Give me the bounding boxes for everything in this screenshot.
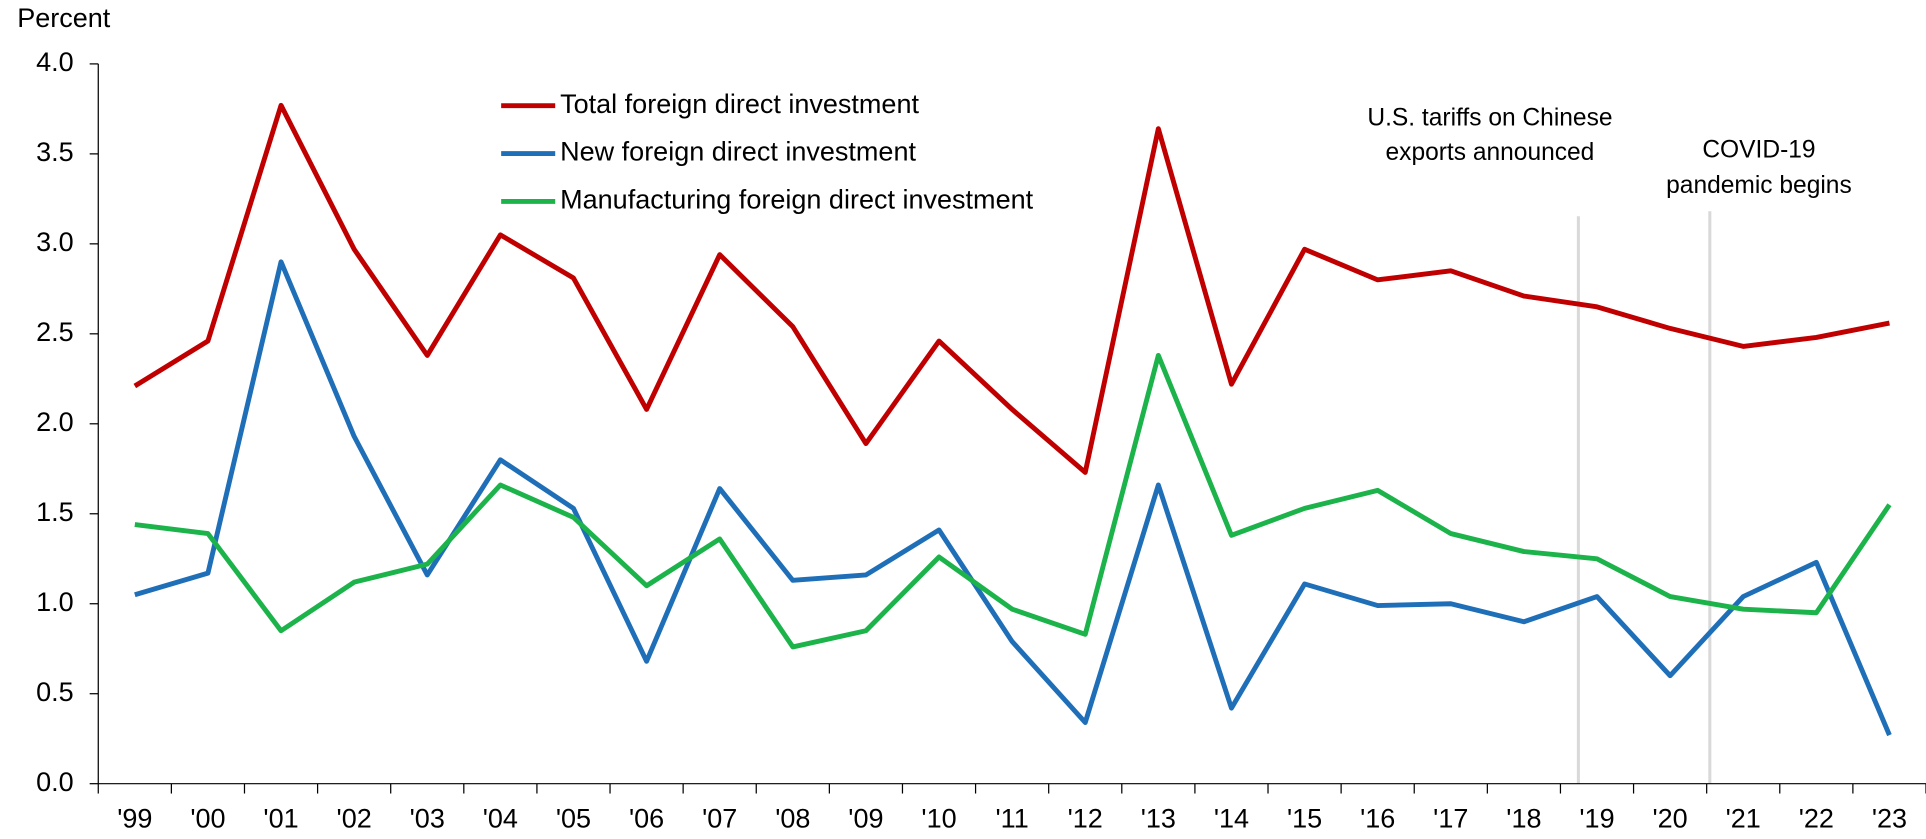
y-tick-label: 1.0: [36, 587, 74, 617]
x-tick-label: '08: [775, 804, 810, 834]
y-tick-label: 2.0: [36, 407, 74, 437]
x-tick-label: '11: [996, 804, 1029, 834]
annotation: U.S. tariffs on Chinese: [1367, 105, 1612, 132]
series-line: [134, 352, 1892, 650]
series-line: [134, 259, 1892, 737]
annotation: COVID-19: [1702, 137, 1815, 164]
x-tick-label: '20: [1653, 804, 1688, 834]
legend-label: New foreign direct investment: [560, 137, 916, 167]
y-tick-label: 0.0: [36, 767, 74, 797]
x-tick-label: '13: [1141, 804, 1176, 834]
x-tick-label: '00: [190, 804, 225, 834]
x-tick-label: '18: [1506, 804, 1541, 834]
y-tick-label: 1.5: [36, 497, 74, 527]
y-tick-label: 0.5: [36, 677, 74, 707]
y-tick-label: 2.5: [36, 317, 74, 347]
x-tick-label: '06: [629, 804, 664, 834]
x-tick-label: '09: [848, 804, 883, 834]
x-tick-label: '02: [337, 804, 372, 834]
x-tick-label: '16: [1360, 804, 1395, 834]
x-tick-label: '23: [1872, 804, 1907, 834]
x-tick-label: '14: [1214, 804, 1249, 834]
x-tick-label: '17: [1433, 804, 1468, 834]
legend-label: Manufacturing foreign direct investment: [560, 185, 1034, 215]
x-tick-label: '04: [483, 804, 518, 834]
annotation: exports announced: [1386, 139, 1595, 166]
x-tick-label: '21: [1726, 804, 1761, 834]
x-tick-label: '10: [921, 804, 956, 834]
y-tick-label: 4.0: [36, 47, 74, 77]
x-tick-label: '12: [1068, 804, 1103, 834]
y-axis-label: Percent: [17, 3, 111, 33]
y-tick-label: 3.0: [36, 227, 74, 257]
x-tick-label: '07: [702, 804, 737, 834]
legend-label: Total foreign direct investment: [560, 89, 919, 119]
annotation: pandemic begins: [1666, 172, 1852, 199]
x-tick-label: '22: [1799, 804, 1834, 834]
series-line: [133, 102, 1890, 475]
x-tick-label: '19: [1579, 804, 1614, 834]
x-tick-label: '05: [556, 804, 591, 834]
y-tick-label: 3.5: [36, 137, 74, 167]
x-tick-label: '15: [1287, 804, 1322, 834]
x-tick-label: '99: [117, 804, 152, 834]
x-tick-label: '01: [263, 804, 298, 834]
x-tick-label: '03: [410, 804, 445, 834]
